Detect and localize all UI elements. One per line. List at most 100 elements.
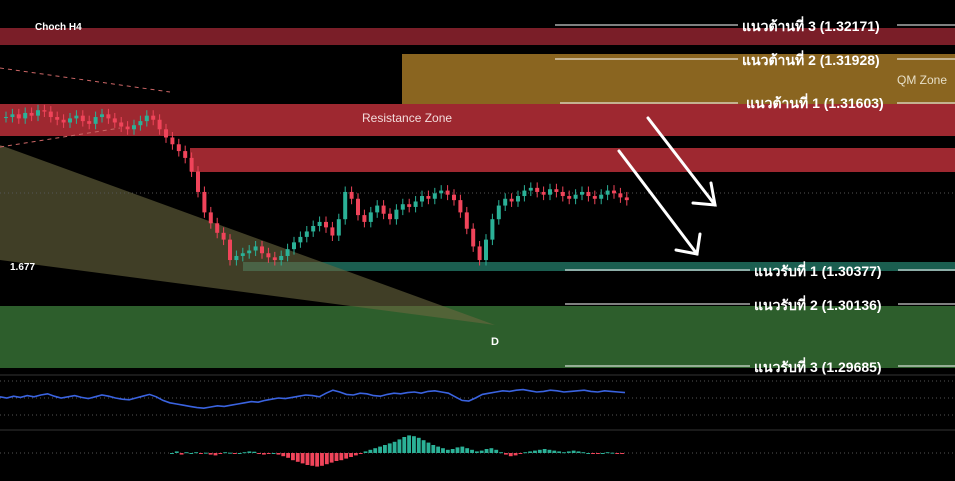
candle-body bbox=[624, 197, 629, 201]
candle-body bbox=[196, 171, 200, 192]
histogram-bar bbox=[339, 453, 344, 461]
histogram-bar bbox=[537, 449, 542, 453]
candle-body bbox=[407, 204, 412, 207]
candle-body bbox=[452, 194, 456, 201]
histogram-bar bbox=[368, 449, 373, 453]
histogram-bar bbox=[218, 453, 223, 454]
histogram-bar bbox=[479, 450, 484, 453]
histogram-bar bbox=[441, 448, 445, 453]
histogram-bar bbox=[431, 445, 436, 453]
candle-body bbox=[48, 111, 53, 118]
candles-series bbox=[4, 104, 629, 266]
histogram-bar bbox=[450, 449, 455, 453]
histogram-bar bbox=[407, 435, 412, 453]
histogram-bar bbox=[557, 451, 562, 453]
histogram-bar bbox=[281, 453, 286, 457]
candle-body bbox=[445, 190, 450, 195]
candle-body bbox=[266, 253, 271, 258]
candle-body bbox=[439, 190, 444, 194]
candle-body bbox=[541, 191, 546, 195]
arrow-1-shaft bbox=[646, 116, 717, 207]
candle-body bbox=[618, 193, 623, 198]
level-label-resistance-3: แนวต้านที่ 3 (1.32171) bbox=[742, 16, 880, 34]
histogram-bar bbox=[508, 453, 513, 457]
histogram-bar bbox=[523, 452, 528, 454]
candle-body bbox=[560, 191, 565, 197]
candle-body bbox=[458, 200, 463, 213]
histogram-bar bbox=[615, 453, 620, 454]
candle-body bbox=[503, 198, 508, 206]
histogram-bar bbox=[528, 451, 533, 453]
histogram-bar bbox=[378, 446, 382, 453]
histogram-bar bbox=[300, 453, 305, 464]
candle-body bbox=[464, 212, 469, 229]
candle-body bbox=[106, 114, 111, 119]
histogram-bar bbox=[489, 448, 494, 453]
histogram-bar bbox=[576, 451, 581, 453]
candle-body bbox=[292, 242, 296, 250]
histogram-bar bbox=[286, 453, 291, 458]
level-label-resistance-2: แนวต้านที่ 2 (1.31928) bbox=[742, 50, 880, 68]
candle-body bbox=[375, 205, 380, 213]
candle-body bbox=[100, 114, 104, 118]
candle-body bbox=[74, 115, 79, 119]
level-label-support-1: แนวรับที่ 1 (1.30377) bbox=[754, 261, 882, 279]
histogram-bar bbox=[373, 448, 378, 453]
candle-body bbox=[336, 219, 341, 236]
timeframe-label: Choch H4 bbox=[35, 22, 82, 33]
pattern-wedge bbox=[0, 145, 495, 325]
candle-body bbox=[400, 204, 405, 210]
histogram-bar bbox=[470, 449, 474, 453]
candle-body bbox=[343, 191, 348, 220]
histogram-bar bbox=[586, 453, 591, 454]
histogram-bar bbox=[266, 453, 271, 454]
candle-body bbox=[349, 191, 354, 199]
histogram-bar bbox=[412, 436, 416, 453]
candle-body bbox=[381, 205, 386, 214]
candle-body bbox=[285, 249, 290, 256]
histogram-bar bbox=[465, 448, 470, 453]
candle-body bbox=[164, 129, 168, 138]
candle-body bbox=[599, 194, 604, 199]
candle-body bbox=[567, 196, 572, 199]
histogram-bar bbox=[199, 453, 203, 454]
level-label-support-3: แนวรับที่ 3 (1.29685) bbox=[754, 357, 882, 375]
histogram-bar bbox=[581, 452, 586, 454]
candle-body bbox=[586, 191, 591, 197]
candle-body bbox=[125, 126, 130, 130]
arrows bbox=[617, 116, 717, 256]
histogram-bar bbox=[595, 453, 600, 454]
candle-body bbox=[362, 215, 367, 222]
candle-body bbox=[247, 250, 252, 254]
candle-body bbox=[516, 196, 520, 202]
arrow-2-head bbox=[674, 232, 702, 256]
candle-body bbox=[420, 196, 424, 202]
candle-body bbox=[356, 198, 360, 216]
candle-body bbox=[36, 110, 40, 116]
histogram-bar bbox=[600, 453, 605, 454]
candle-body bbox=[580, 191, 584, 195]
candle-body bbox=[132, 125, 136, 130]
candle-body bbox=[388, 213, 392, 220]
histogram-bar bbox=[189, 453, 194, 454]
histogram-bar bbox=[566, 451, 571, 453]
histogram-bar bbox=[455, 447, 460, 453]
qm-zone-label: QM Zone bbox=[897, 73, 947, 87]
candle-body bbox=[42, 110, 47, 112]
candle-body bbox=[234, 255, 239, 261]
histogram-bar bbox=[382, 445, 387, 453]
candle-body bbox=[260, 246, 264, 254]
histogram-bar bbox=[228, 452, 232, 454]
candle-body bbox=[157, 119, 162, 130]
histogram-bar bbox=[358, 453, 363, 454]
candle-body bbox=[368, 212, 373, 222]
histogram-bar bbox=[503, 453, 508, 455]
level-label-resistance-1: แนวต้านที่ 1 (1.31603) bbox=[746, 93, 884, 111]
support-1-band bbox=[243, 262, 955, 271]
candle-body bbox=[23, 112, 28, 119]
histogram-bar bbox=[223, 452, 228, 454]
histogram-bar bbox=[344, 453, 349, 459]
candle-body bbox=[535, 187, 540, 192]
histogram-bar bbox=[353, 453, 358, 456]
